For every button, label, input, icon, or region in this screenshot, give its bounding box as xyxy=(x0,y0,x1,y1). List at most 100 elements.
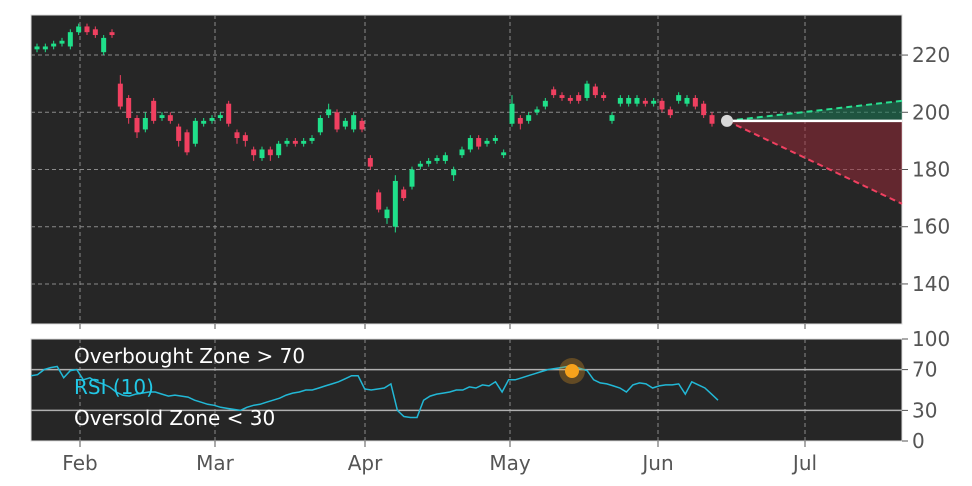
candle-body xyxy=(226,103,232,124)
candle-body xyxy=(567,97,573,101)
candle-body xyxy=(384,209,390,219)
candle-body xyxy=(409,169,415,187)
price-grid xyxy=(31,15,902,324)
rsi-legend-label: RSI (10) xyxy=(74,375,154,399)
rsi-marker xyxy=(565,364,579,378)
candle-body xyxy=(159,115,165,118)
candle-body xyxy=(626,97,632,104)
candle-body xyxy=(376,192,382,210)
candle-body xyxy=(601,95,607,98)
rsi-y-tick-label: 100 xyxy=(912,327,950,351)
candle-body xyxy=(67,32,73,47)
candle-body xyxy=(317,118,323,133)
candle-body xyxy=(584,83,590,98)
candle-body xyxy=(117,83,123,107)
candle-body xyxy=(301,140,307,144)
candle-body xyxy=(551,89,557,96)
overbought-zone-label: Overbought Zone > 70 xyxy=(74,344,305,368)
candle-body xyxy=(242,135,248,141)
rsi-y-tick-label: 30 xyxy=(912,398,937,422)
x-tick-label: Jun xyxy=(640,451,673,475)
candle-body xyxy=(434,158,440,161)
candle-body xyxy=(484,140,490,144)
candle-body xyxy=(492,138,498,141)
candle-body xyxy=(59,40,65,44)
candle-body xyxy=(76,26,82,33)
candle-body xyxy=(51,43,57,47)
price-y-tick-label: 180 xyxy=(912,158,950,182)
candle-body xyxy=(134,118,140,133)
candle-body xyxy=(334,112,340,130)
candle-body xyxy=(201,120,207,124)
x-tick-label: Apr xyxy=(348,451,383,475)
candle-body xyxy=(284,140,290,144)
candle-body xyxy=(651,100,657,104)
candle-body xyxy=(392,180,398,227)
rsi-panel-background xyxy=(30,338,903,442)
candle-body xyxy=(659,100,665,110)
candle-body xyxy=(592,86,598,96)
projection-lower-line xyxy=(726,119,903,205)
candle-body xyxy=(501,152,507,156)
candle-body xyxy=(426,160,432,164)
candle-body xyxy=(217,115,223,118)
candle-body xyxy=(251,149,257,156)
candle-body xyxy=(684,97,690,104)
candle-body xyxy=(701,103,707,116)
candle-body xyxy=(526,115,532,121)
oversold-zone-label: Oversold Zone < 30 xyxy=(74,406,275,430)
candle-body xyxy=(417,163,423,167)
candle-body xyxy=(167,115,173,121)
candlesticks xyxy=(34,23,715,233)
candle-body xyxy=(109,32,115,36)
candle-body xyxy=(576,95,582,101)
candle-body xyxy=(126,97,132,118)
candle-body xyxy=(692,97,698,107)
price-y-tick-label: 160 xyxy=(912,215,950,239)
candle-body xyxy=(351,115,357,130)
last-close-marker xyxy=(721,114,733,127)
candle-body xyxy=(534,109,540,113)
candle-body xyxy=(42,46,48,50)
candle-body xyxy=(442,155,448,161)
candle-body xyxy=(609,115,615,121)
candle-body xyxy=(259,149,265,159)
price-y-tick-label: 200 xyxy=(912,100,950,124)
projection-cone xyxy=(721,99,903,205)
x-axis: Feb Mar Apr May Jun Jul xyxy=(62,324,817,475)
candle-body xyxy=(92,29,98,36)
candle-body xyxy=(209,118,215,121)
candle-body xyxy=(559,95,565,98)
candle-body xyxy=(542,100,548,107)
candle-body xyxy=(84,26,90,33)
candle-body xyxy=(617,97,623,104)
candle-body xyxy=(401,189,407,199)
rsi-grid xyxy=(79,339,806,441)
rsi-y-tick-label: 0 xyxy=(912,429,925,453)
candle-body xyxy=(326,109,332,116)
candle-body xyxy=(176,126,182,141)
candle-body xyxy=(667,109,673,116)
candle-body xyxy=(192,120,198,144)
x-tick-label: Feb xyxy=(62,451,97,475)
price-y-tick-label: 220 xyxy=(912,43,950,67)
candle-body xyxy=(342,120,348,127)
candle-body xyxy=(459,149,465,156)
rsi-line xyxy=(30,365,719,419)
price-y-tick-label: 140 xyxy=(912,272,950,296)
candle-body xyxy=(234,132,240,139)
candle-body xyxy=(634,97,640,104)
candle-body xyxy=(359,120,365,130)
candle-body xyxy=(34,46,40,50)
candle-body xyxy=(292,140,298,144)
candle-body xyxy=(309,138,315,141)
x-tick-label: Jul xyxy=(791,451,817,475)
rsi-y-axis: 0 30 70 100 xyxy=(902,327,950,453)
candle-body xyxy=(276,143,282,156)
x-tick-label: Mar xyxy=(196,451,235,475)
candle-body xyxy=(184,132,190,153)
x-tick-label: May xyxy=(489,451,531,475)
candle-body xyxy=(676,95,682,101)
candle-body xyxy=(267,149,273,156)
